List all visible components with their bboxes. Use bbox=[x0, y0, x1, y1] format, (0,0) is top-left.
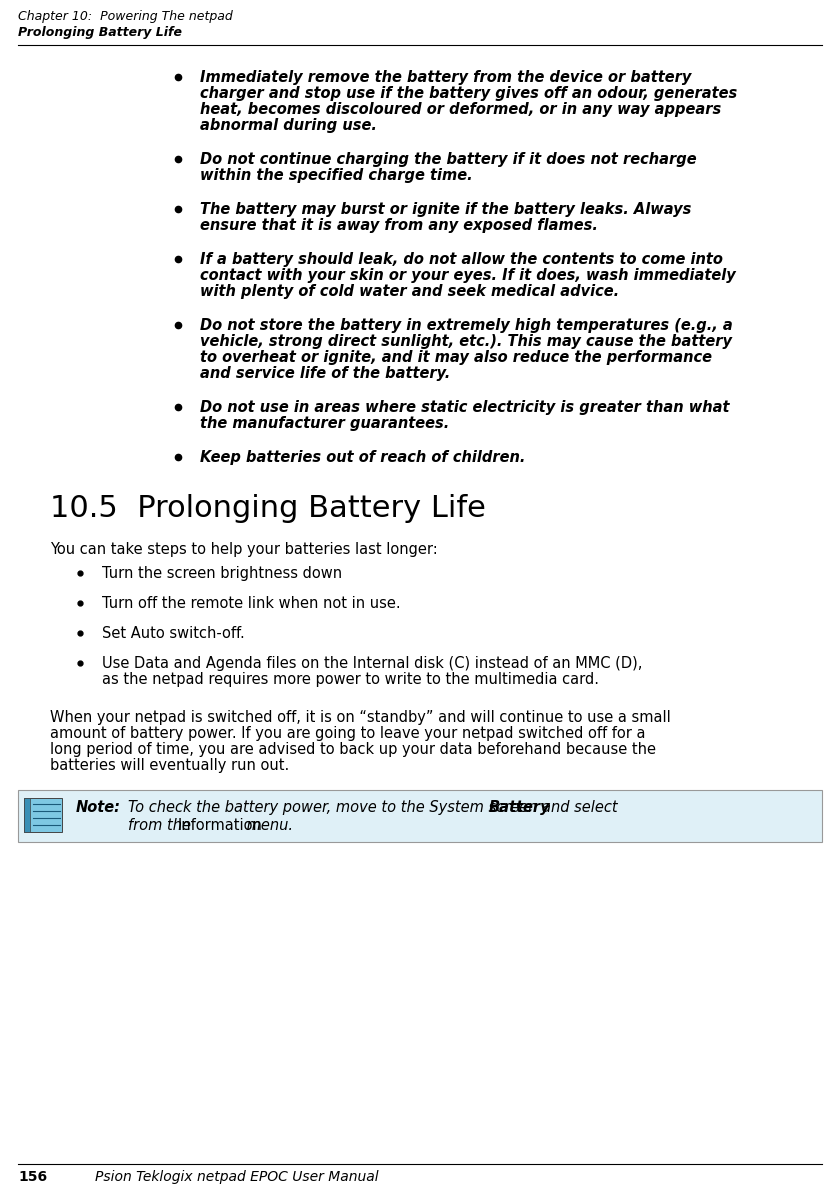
Text: 156: 156 bbox=[18, 1170, 47, 1183]
Text: Turn off the remote link when not in use.: Turn off the remote link when not in use… bbox=[102, 596, 401, 611]
Text: within the specified charge time.: within the specified charge time. bbox=[200, 168, 473, 183]
Text: and service life of the battery.: and service life of the battery. bbox=[200, 366, 450, 381]
Text: long period of time, you are advised to back up your data beforehand because the: long period of time, you are advised to … bbox=[50, 742, 656, 757]
Text: abnormal during use.: abnormal during use. bbox=[200, 118, 377, 133]
Polygon shape bbox=[24, 799, 30, 832]
Text: Information: Information bbox=[178, 818, 263, 833]
Text: amount of battery power. If you are going to leave your netpad switched off for : amount of battery power. If you are goin… bbox=[50, 727, 645, 741]
Text: Battery: Battery bbox=[489, 800, 550, 815]
Text: menu.: menu. bbox=[242, 818, 293, 833]
Text: If a battery should leak, do not allow the contents to come into: If a battery should leak, do not allow t… bbox=[200, 252, 723, 267]
Text: Keep batteries out of reach of children.: Keep batteries out of reach of children. bbox=[200, 450, 525, 465]
Text: To check the battery power, move to the System screen and select: To check the battery power, move to the … bbox=[128, 800, 622, 815]
Text: contact with your skin or your eyes. If it does, wash immediately: contact with your skin or your eyes. If … bbox=[200, 269, 736, 283]
Text: Use Data and Agenda files on the Internal disk (C) instead of an MMC (D),: Use Data and Agenda files on the Interna… bbox=[102, 656, 643, 671]
Text: Do not store the battery in extremely high temperatures (e.g., a: Do not store the battery in extremely hi… bbox=[200, 318, 732, 333]
Text: The battery may burst or ignite if the battery leaks. Always: The battery may burst or ignite if the b… bbox=[200, 201, 691, 217]
Text: When your netpad is switched off, it is on “standby” and will continue to use a : When your netpad is switched off, it is … bbox=[50, 710, 671, 725]
Text: Set Auto switch-off.: Set Auto switch-off. bbox=[102, 626, 244, 641]
Text: You can take steps to help your batteries last longer:: You can take steps to help your batterie… bbox=[50, 542, 438, 558]
Text: from the: from the bbox=[128, 818, 196, 833]
Text: ensure that it is away from any exposed flames.: ensure that it is away from any exposed … bbox=[200, 218, 598, 233]
Text: as the netpad requires more power to write to the multimedia card.: as the netpad requires more power to wri… bbox=[102, 671, 599, 687]
Text: heat, becomes discoloured or deformed, or in any way appears: heat, becomes discoloured or deformed, o… bbox=[200, 102, 722, 118]
Text: Psion Teklogix netpad EPOC User Manual: Psion Teklogix netpad EPOC User Manual bbox=[95, 1170, 379, 1183]
Text: with plenty of cold water and seek medical advice.: with plenty of cold water and seek medic… bbox=[200, 284, 619, 299]
Text: Note:: Note: bbox=[76, 800, 121, 815]
Text: batteries will eventually run out.: batteries will eventually run out. bbox=[50, 758, 289, 773]
Text: Turn the screen brightness down: Turn the screen brightness down bbox=[102, 566, 342, 582]
Text: Do not continue charging the battery if it does not recharge: Do not continue charging the battery if … bbox=[200, 152, 696, 167]
Text: the manufacturer guarantees.: the manufacturer guarantees. bbox=[200, 416, 449, 430]
Text: Immediately remove the battery from the device or battery: Immediately remove the battery from the … bbox=[200, 70, 691, 85]
Text: charger and stop use if the battery gives off an odour, generates: charger and stop use if the battery give… bbox=[200, 86, 738, 101]
Text: 10.5  Prolonging Battery Life: 10.5 Prolonging Battery Life bbox=[50, 494, 486, 523]
Text: vehicle, strong direct sunlight, etc.). This may cause the battery: vehicle, strong direct sunlight, etc.). … bbox=[200, 335, 732, 349]
Text: to overheat or ignite, and it may also reduce the performance: to overheat or ignite, and it may also r… bbox=[200, 350, 712, 364]
FancyBboxPatch shape bbox=[18, 790, 822, 842]
Text: Chapter 10:  Powering The netpad: Chapter 10: Powering The netpad bbox=[18, 10, 233, 23]
Text: Do not use in areas where static electricity is greater than what: Do not use in areas where static electri… bbox=[200, 400, 729, 415]
Polygon shape bbox=[24, 799, 62, 832]
Text: Prolonging Battery Life: Prolonging Battery Life bbox=[18, 26, 182, 40]
